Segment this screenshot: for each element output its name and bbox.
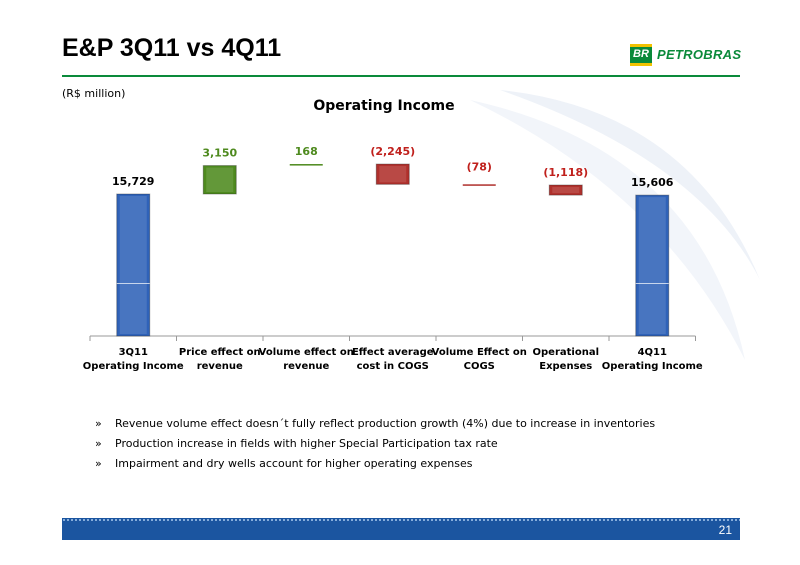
category-label-6: Operating Income [602, 361, 703, 372]
category-label-0: 3Q11 [119, 347, 148, 358]
bar-highlight [119, 196, 147, 334]
page-number: 21 [718, 523, 732, 537]
bar-2 [289, 164, 323, 166]
bar-0 [116, 193, 151, 337]
bullet-marker: » [95, 457, 102, 470]
category-label-1: revenue [197, 361, 243, 372]
bar-6 [635, 194, 670, 337]
data-label-4: (78) [467, 160, 492, 173]
br-logo-icon: BR [630, 44, 652, 66]
data-label-6: 15,606 [631, 176, 674, 189]
bullet-text: Revenue volume effect doesn´t fully refl… [115, 417, 656, 430]
data-label-1: 3,150 [202, 147, 237, 160]
bar-5 [548, 184, 583, 196]
bullet-item: » Revenue volume effect doesn´t fully ref… [95, 414, 655, 434]
data-label-3: (2,245) [370, 145, 415, 158]
footer-bar: 21 [62, 518, 740, 540]
category-label-2: revenue [283, 361, 329, 372]
bullet-text: Impairment and dry wells account for hig… [115, 457, 473, 470]
bullet-marker: » [95, 437, 102, 450]
category-label-2: Volume effect on [259, 347, 354, 358]
data-label-0: 15,729 [112, 175, 154, 188]
category-label-1: Price effect on [179, 347, 261, 358]
logo-mark-text: BR [633, 48, 649, 60]
category-label-6: 4Q11 [638, 347, 667, 358]
footer-dots [62, 518, 740, 522]
header-divider [62, 75, 740, 77]
chart-title: Operating Income [313, 98, 454, 114]
bullet-marker: » [95, 417, 102, 430]
category-label-4: COGS [464, 361, 495, 372]
bullet-item: » Impairment and dry wells account for hi… [95, 454, 655, 474]
category-label-3: cost in COGS [357, 361, 429, 372]
data-label-2: 168 [295, 145, 318, 158]
category-label-4: Volume Effect on [432, 347, 527, 358]
bar-3 [375, 163, 410, 185]
petrobras-logo: BR PETROBRAS [630, 44, 742, 66]
category-label-5: Operational [533, 347, 600, 358]
category-label-3: Effect average [352, 347, 434, 358]
logo-text: PETROBRAS [657, 47, 742, 62]
unit-label: (R$ million) [62, 87, 126, 100]
bar-highlight [379, 166, 407, 183]
waterfall-chart: Operating Income 15,729 3Q11 Operating Inco… [83, 98, 703, 372]
slide-title: E&P 3Q11 vs 4Q11 [62, 34, 282, 62]
bar-highlight [638, 197, 666, 334]
data-label-5: (1,118) [543, 166, 588, 179]
bullet-text: Production increase in fields with highe… [115, 437, 498, 450]
bar-1 [202, 165, 237, 195]
bar-highlight [206, 167, 234, 192]
category-label-5: Expenses [539, 361, 592, 372]
bullet-list: » Revenue volume effect doesn´t fully ref… [95, 414, 655, 474]
category-label-0: Operating Income [83, 361, 184, 372]
bullet-item: » Production increase in fields with high… [95, 434, 655, 454]
bar-4 [462, 184, 496, 186]
bar-highlight [552, 187, 580, 194]
